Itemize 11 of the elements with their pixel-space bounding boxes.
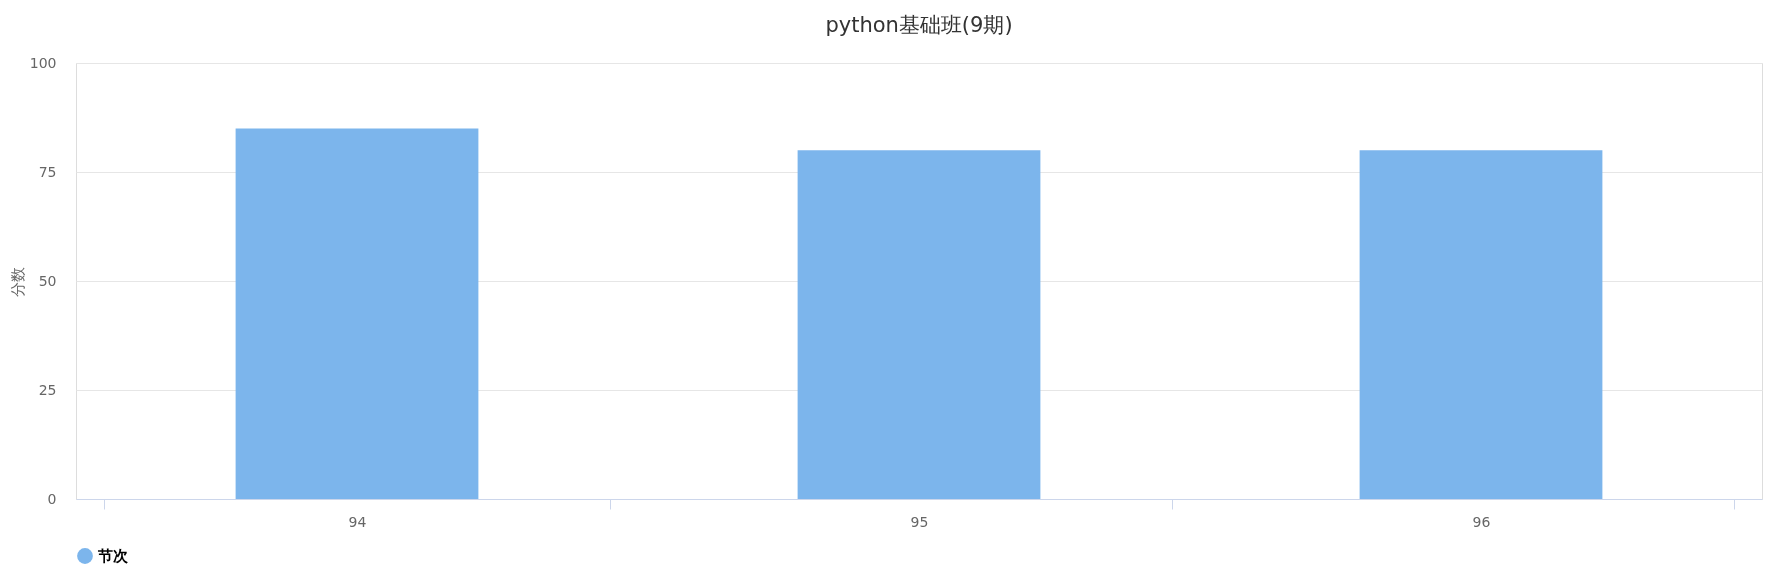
y-tick-label: 0 — [47, 490, 57, 507]
chart-title: python基础班(9期) — [825, 13, 1013, 37]
y-tick-label: 50 — [38, 272, 57, 289]
x-tick-label: 95 — [910, 513, 929, 530]
y-axis-title: 分数 — [8, 266, 27, 297]
x-tick-label: 96 — [1472, 513, 1491, 530]
y-tick-label: 100 — [29, 54, 57, 71]
y-tick-label: 25 — [38, 381, 57, 398]
x-tick-label: 94 — [348, 513, 367, 530]
y-tick-label: 75 — [38, 163, 57, 180]
legend-label: 节次 — [97, 547, 129, 565]
